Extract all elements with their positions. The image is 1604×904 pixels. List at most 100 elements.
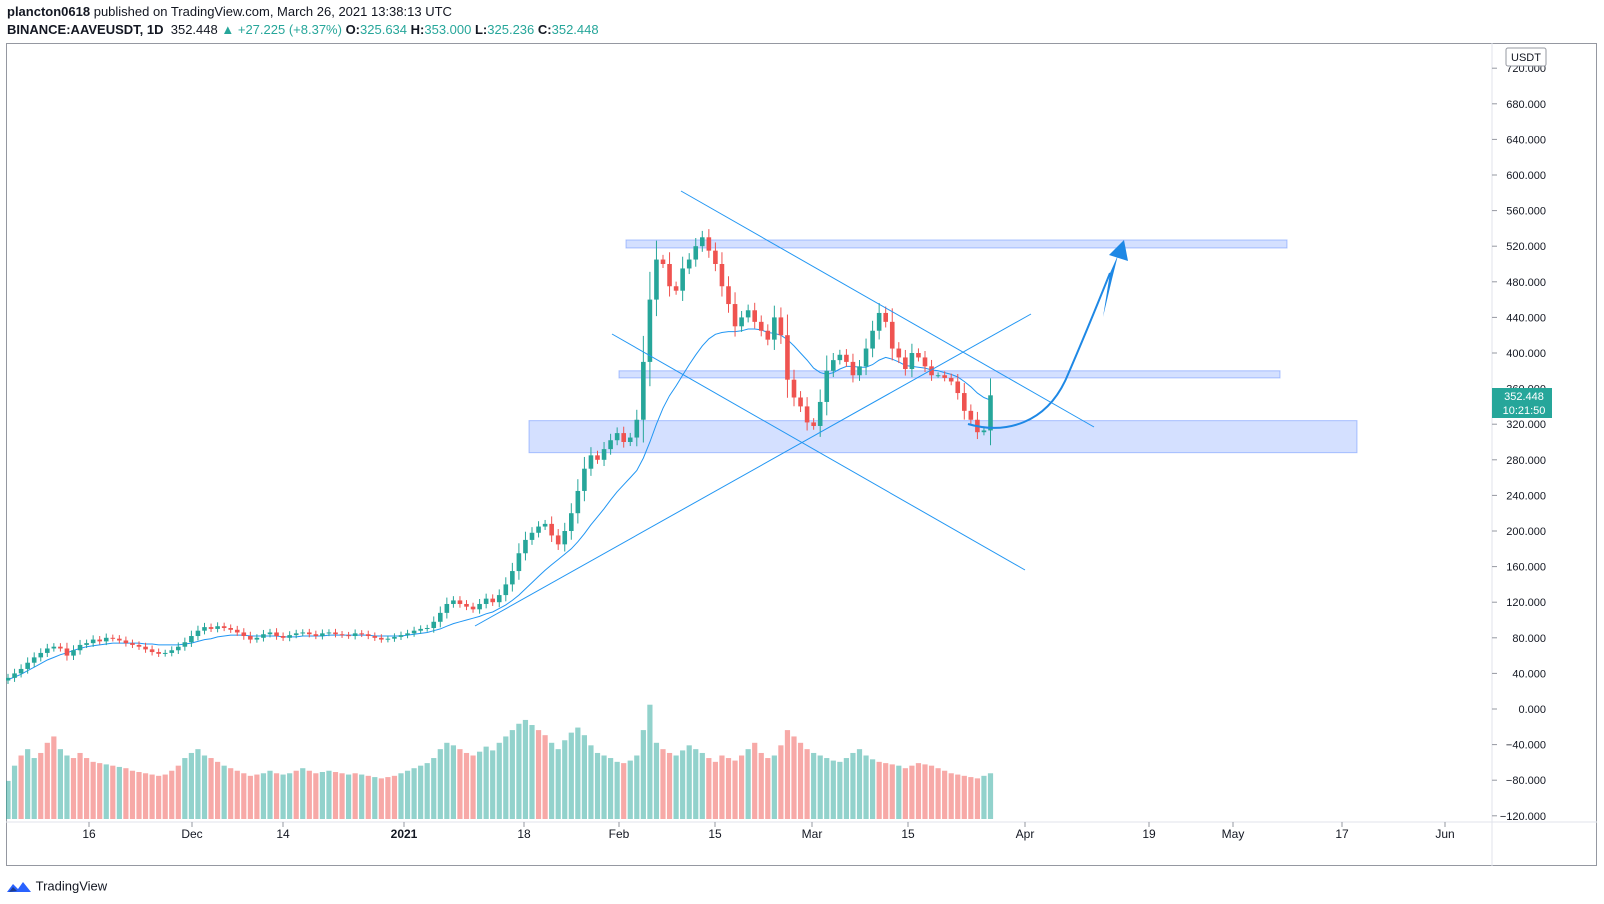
candle-body [64,648,70,656]
candle-body [162,652,168,654]
candle-body [831,360,836,371]
volume-bar [522,719,529,819]
volume-bar [876,761,882,819]
currency-badge[interactable] [1505,47,1547,67]
candle-body [333,632,338,635]
candle-body [228,628,233,630]
tradingview-logo[interactable]: TradingView [6,877,107,895]
volume-bar [771,755,777,819]
volume-bar [640,730,646,819]
price-zone[interactable] [625,239,1288,249]
volume-bar [922,764,928,819]
volume-bar [346,774,352,819]
volume-bar [837,761,843,819]
candle-body [503,584,509,596]
time-tick-label: Feb [609,827,630,841]
trend-lines[interactable] [474,190,1095,627]
volume-bar [273,773,280,819]
candle-body [870,330,875,349]
candle-body [608,440,613,450]
moving-average [7,328,991,681]
volume-bar [293,770,299,819]
candle-body [221,626,227,629]
price-zone[interactable] [528,420,1358,454]
volume-bar [57,749,63,819]
volume-bar [136,772,142,819]
candle-body [817,401,823,426]
trendline-lower[interactable] [611,333,1026,571]
time-axis[interactable]: 16 Dec 14 2021 18 Feb 15 Mar 15 Apr 19 May 17 Jun [82,822,1455,841]
candle-body [988,395,993,431]
volume-bar [660,749,666,819]
candle-body [601,449,607,460]
price-tag-bg [1492,388,1552,418]
price-chart[interactable]: 720.000 680.000 640.000 600.000 560.000 520.0… [6,43,1597,866]
open-value: 325.634 [360,22,408,37]
price-tick-label: 560.000 [1506,206,1546,218]
candle-body [90,639,96,644]
volume-bar [470,755,476,819]
symbol-label[interactable]: BINANCE:AAVEUSDT, 1D [7,22,164,37]
time-tick-label: 15 [901,827,915,841]
volume-bar [614,761,620,819]
projection-arrow[interactable] [967,240,1128,429]
volume-bar [784,730,791,819]
ma-line [7,328,991,681]
trendline-ascending[interactable] [474,313,1032,627]
candle-body [798,397,803,407]
candle-body [51,646,57,649]
candle-body [359,633,364,635]
volume-bar [64,755,70,819]
author-name[interactable]: plancton0618 [7,4,91,19]
candle-body [424,628,430,630]
price-tick-label: 240.000 [1506,490,1546,502]
time-tick-label: 14 [276,827,290,841]
arrow-head-icon [1109,240,1128,261]
volume-bar [188,752,194,819]
projection-curve[interactable] [967,272,1111,429]
time-tick-label: 15 [708,827,722,841]
volume-bar [142,773,149,819]
trendline-upper[interactable] [680,190,1095,428]
candle-body [339,634,345,636]
volume-bar [215,761,221,819]
candle-body [726,286,731,305]
volume-bar [739,755,745,819]
volume-bar [928,765,935,819]
price-tick-label: 0.000 [1518,704,1546,716]
volume-bar [496,742,502,819]
volume-bar [594,752,601,819]
candle-body [523,539,528,554]
volume-bar [287,773,293,819]
volume-bar [44,742,50,819]
volume-bar [529,725,535,819]
price-tick-label: 80.000 [1512,633,1546,645]
volume-bar [811,752,817,819]
candle-body [863,348,869,367]
candle-body [77,644,83,651]
volume-bar [752,742,758,819]
candle-body [673,286,679,291]
volume-bar [156,775,162,819]
candle-body [529,532,535,540]
volume-bar [437,749,443,819]
time-tick-label: 18 [517,827,531,841]
candle-body [45,648,50,653]
candle-body [25,662,30,669]
volume-bar [221,765,227,819]
candle-body [654,259,659,300]
candle-body [876,312,882,331]
volume-bar [693,749,699,819]
volume-bar [418,765,424,819]
volume-bar [404,770,411,819]
volume-bar [909,765,915,819]
candle-body [438,612,443,622]
volume-bar [562,740,568,819]
candle-body [182,642,188,647]
time-tick-label: 19 [1142,827,1156,841]
price-axis[interactable]: 720.000 680.000 640.000 600.000 560.000 520.0… [1492,63,1546,823]
volume-bar [974,778,980,819]
volume-bar [509,730,515,819]
price-tick-label: 160.000 [1506,562,1546,574]
volume-bar [444,742,450,819]
